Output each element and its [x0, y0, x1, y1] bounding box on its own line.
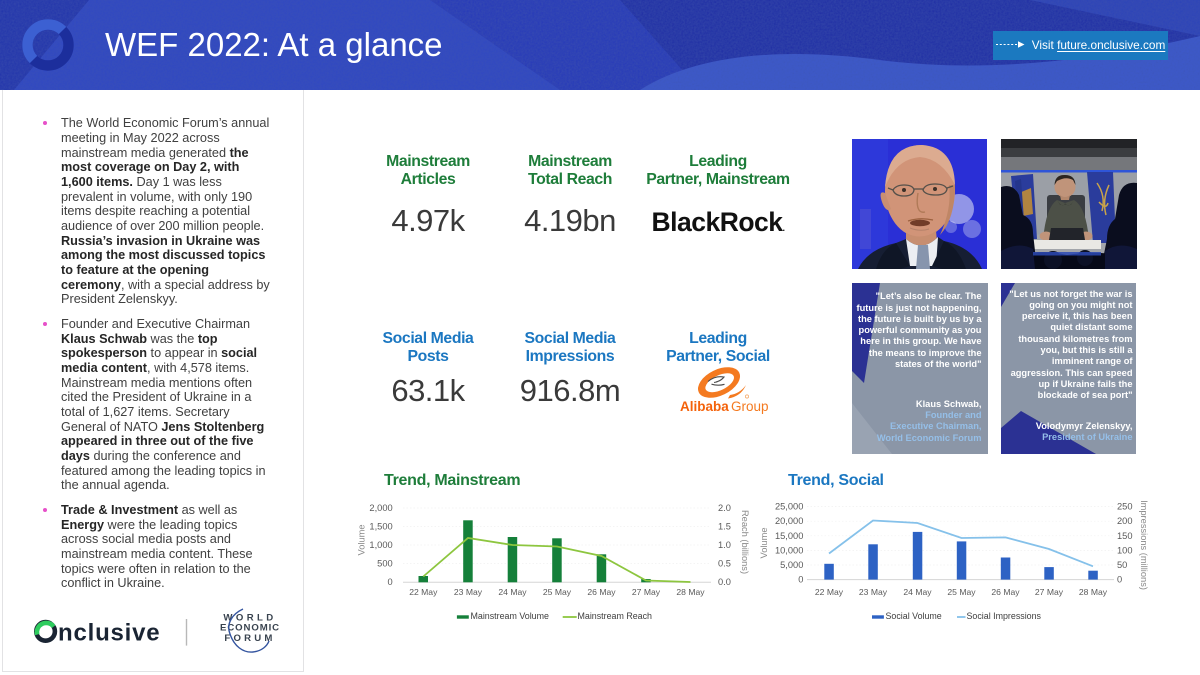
svg-text:1.0: 1.0	[718, 540, 731, 550]
svg-text:0.0: 0.0	[718, 577, 731, 587]
svg-text:28 May: 28 May	[676, 587, 705, 597]
svg-text:0: 0	[388, 577, 393, 587]
svg-text:Group: Group	[731, 399, 769, 414]
svg-text:0: 0	[1117, 575, 1122, 585]
svg-text:25 May: 25 May	[543, 587, 572, 597]
svg-text:Alibaba: Alibaba	[680, 399, 729, 414]
svg-text:500: 500	[377, 559, 393, 569]
svg-text:26 May: 26 May	[991, 587, 1020, 597]
svg-text:Mainstream Volume: Mainstream Volume	[471, 611, 549, 621]
svg-text:50: 50	[1117, 560, 1127, 570]
svg-text:Mainstream Reach: Mainstream Reach	[578, 611, 653, 621]
svg-text:Social Impressions: Social Impressions	[967, 611, 1042, 621]
svg-text:22 May: 22 May	[815, 587, 844, 597]
svg-text:2,000: 2,000	[369, 503, 392, 513]
svg-text:Reach (billions): Reach (billions)	[740, 510, 750, 574]
svg-text:10,000: 10,000	[775, 545, 803, 555]
svg-text:27 May: 27 May	[1035, 587, 1064, 597]
svg-text:25 May: 25 May	[947, 587, 976, 597]
svg-text:Volume: Volume	[357, 524, 367, 555]
svg-text:15,000: 15,000	[775, 531, 803, 541]
svg-text:1,000: 1,000	[369, 540, 392, 550]
svg-text:5,000: 5,000	[780, 560, 803, 570]
svg-text:27 May: 27 May	[632, 587, 661, 597]
svg-text:250: 250	[1117, 502, 1133, 512]
svg-text:1.5: 1.5	[718, 522, 731, 532]
svg-text:2.0: 2.0	[718, 503, 731, 513]
svg-text:23 May: 23 May	[859, 587, 888, 597]
svg-text:Impressions (millions): Impressions (millions)	[1139, 500, 1149, 590]
svg-text:28 May: 28 May	[1079, 587, 1108, 597]
svg-text:Volume: Volume	[760, 527, 769, 558]
svg-text:23 May: 23 May	[454, 587, 483, 597]
svg-text:26 May: 26 May	[587, 587, 616, 597]
svg-text:WORLD: WORLD	[223, 612, 276, 623]
svg-text:20,000: 20,000	[775, 516, 803, 526]
svg-text:25,000: 25,000	[775, 502, 803, 512]
svg-text:24 May: 24 May	[903, 587, 932, 597]
svg-text:0: 0	[798, 575, 803, 585]
svg-text:nclusive: nclusive	[58, 619, 160, 646]
svg-text:100: 100	[1117, 545, 1133, 555]
svg-text:150: 150	[1117, 531, 1133, 541]
svg-text:FORUM: FORUM	[224, 633, 275, 644]
svg-text:200: 200	[1117, 516, 1133, 526]
svg-text:ECONOMIC: ECONOMIC	[220, 623, 280, 634]
svg-text:24 May: 24 May	[498, 587, 527, 597]
svg-text:22 May: 22 May	[409, 587, 438, 597]
svg-text:Social Volume: Social Volume	[886, 611, 942, 621]
svg-text:1,500: 1,500	[369, 522, 392, 532]
svg-text:0.5: 0.5	[718, 559, 731, 569]
